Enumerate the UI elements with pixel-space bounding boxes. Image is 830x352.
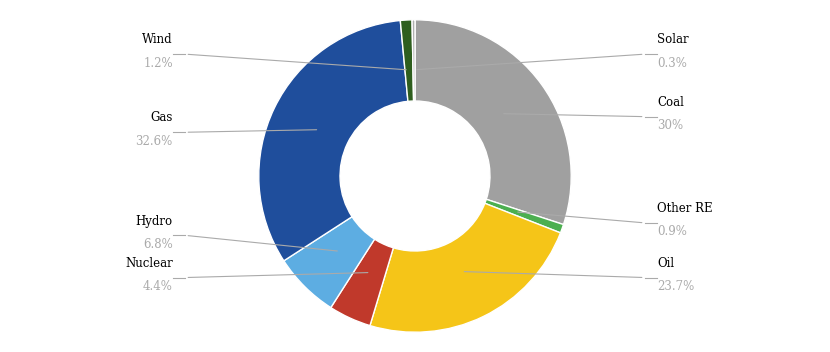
Text: 1.2%: 1.2%: [144, 57, 173, 70]
Text: Hydro: Hydro: [136, 215, 173, 227]
Wedge shape: [415, 20, 571, 225]
Text: 0.3%: 0.3%: [657, 57, 687, 70]
Wedge shape: [370, 203, 560, 332]
Text: Nuclear: Nuclear: [125, 257, 173, 270]
Wedge shape: [485, 199, 564, 233]
Text: 0.9%: 0.9%: [657, 226, 687, 239]
Wedge shape: [331, 239, 393, 326]
Text: 23.7%: 23.7%: [657, 280, 695, 293]
Text: 6.8%: 6.8%: [143, 238, 173, 251]
Text: 30%: 30%: [657, 119, 683, 132]
Wedge shape: [259, 20, 408, 261]
Text: Wind: Wind: [142, 33, 173, 46]
Text: Solar: Solar: [657, 33, 689, 46]
Text: Oil: Oil: [657, 257, 674, 270]
Text: 32.6%: 32.6%: [135, 135, 173, 148]
Wedge shape: [400, 20, 413, 101]
Text: 4.4%: 4.4%: [143, 280, 173, 293]
Text: Other RE: Other RE: [657, 202, 713, 215]
Wedge shape: [284, 217, 374, 308]
Wedge shape: [412, 20, 415, 101]
Text: Coal: Coal: [657, 96, 684, 109]
Text: Gas: Gas: [150, 112, 173, 125]
